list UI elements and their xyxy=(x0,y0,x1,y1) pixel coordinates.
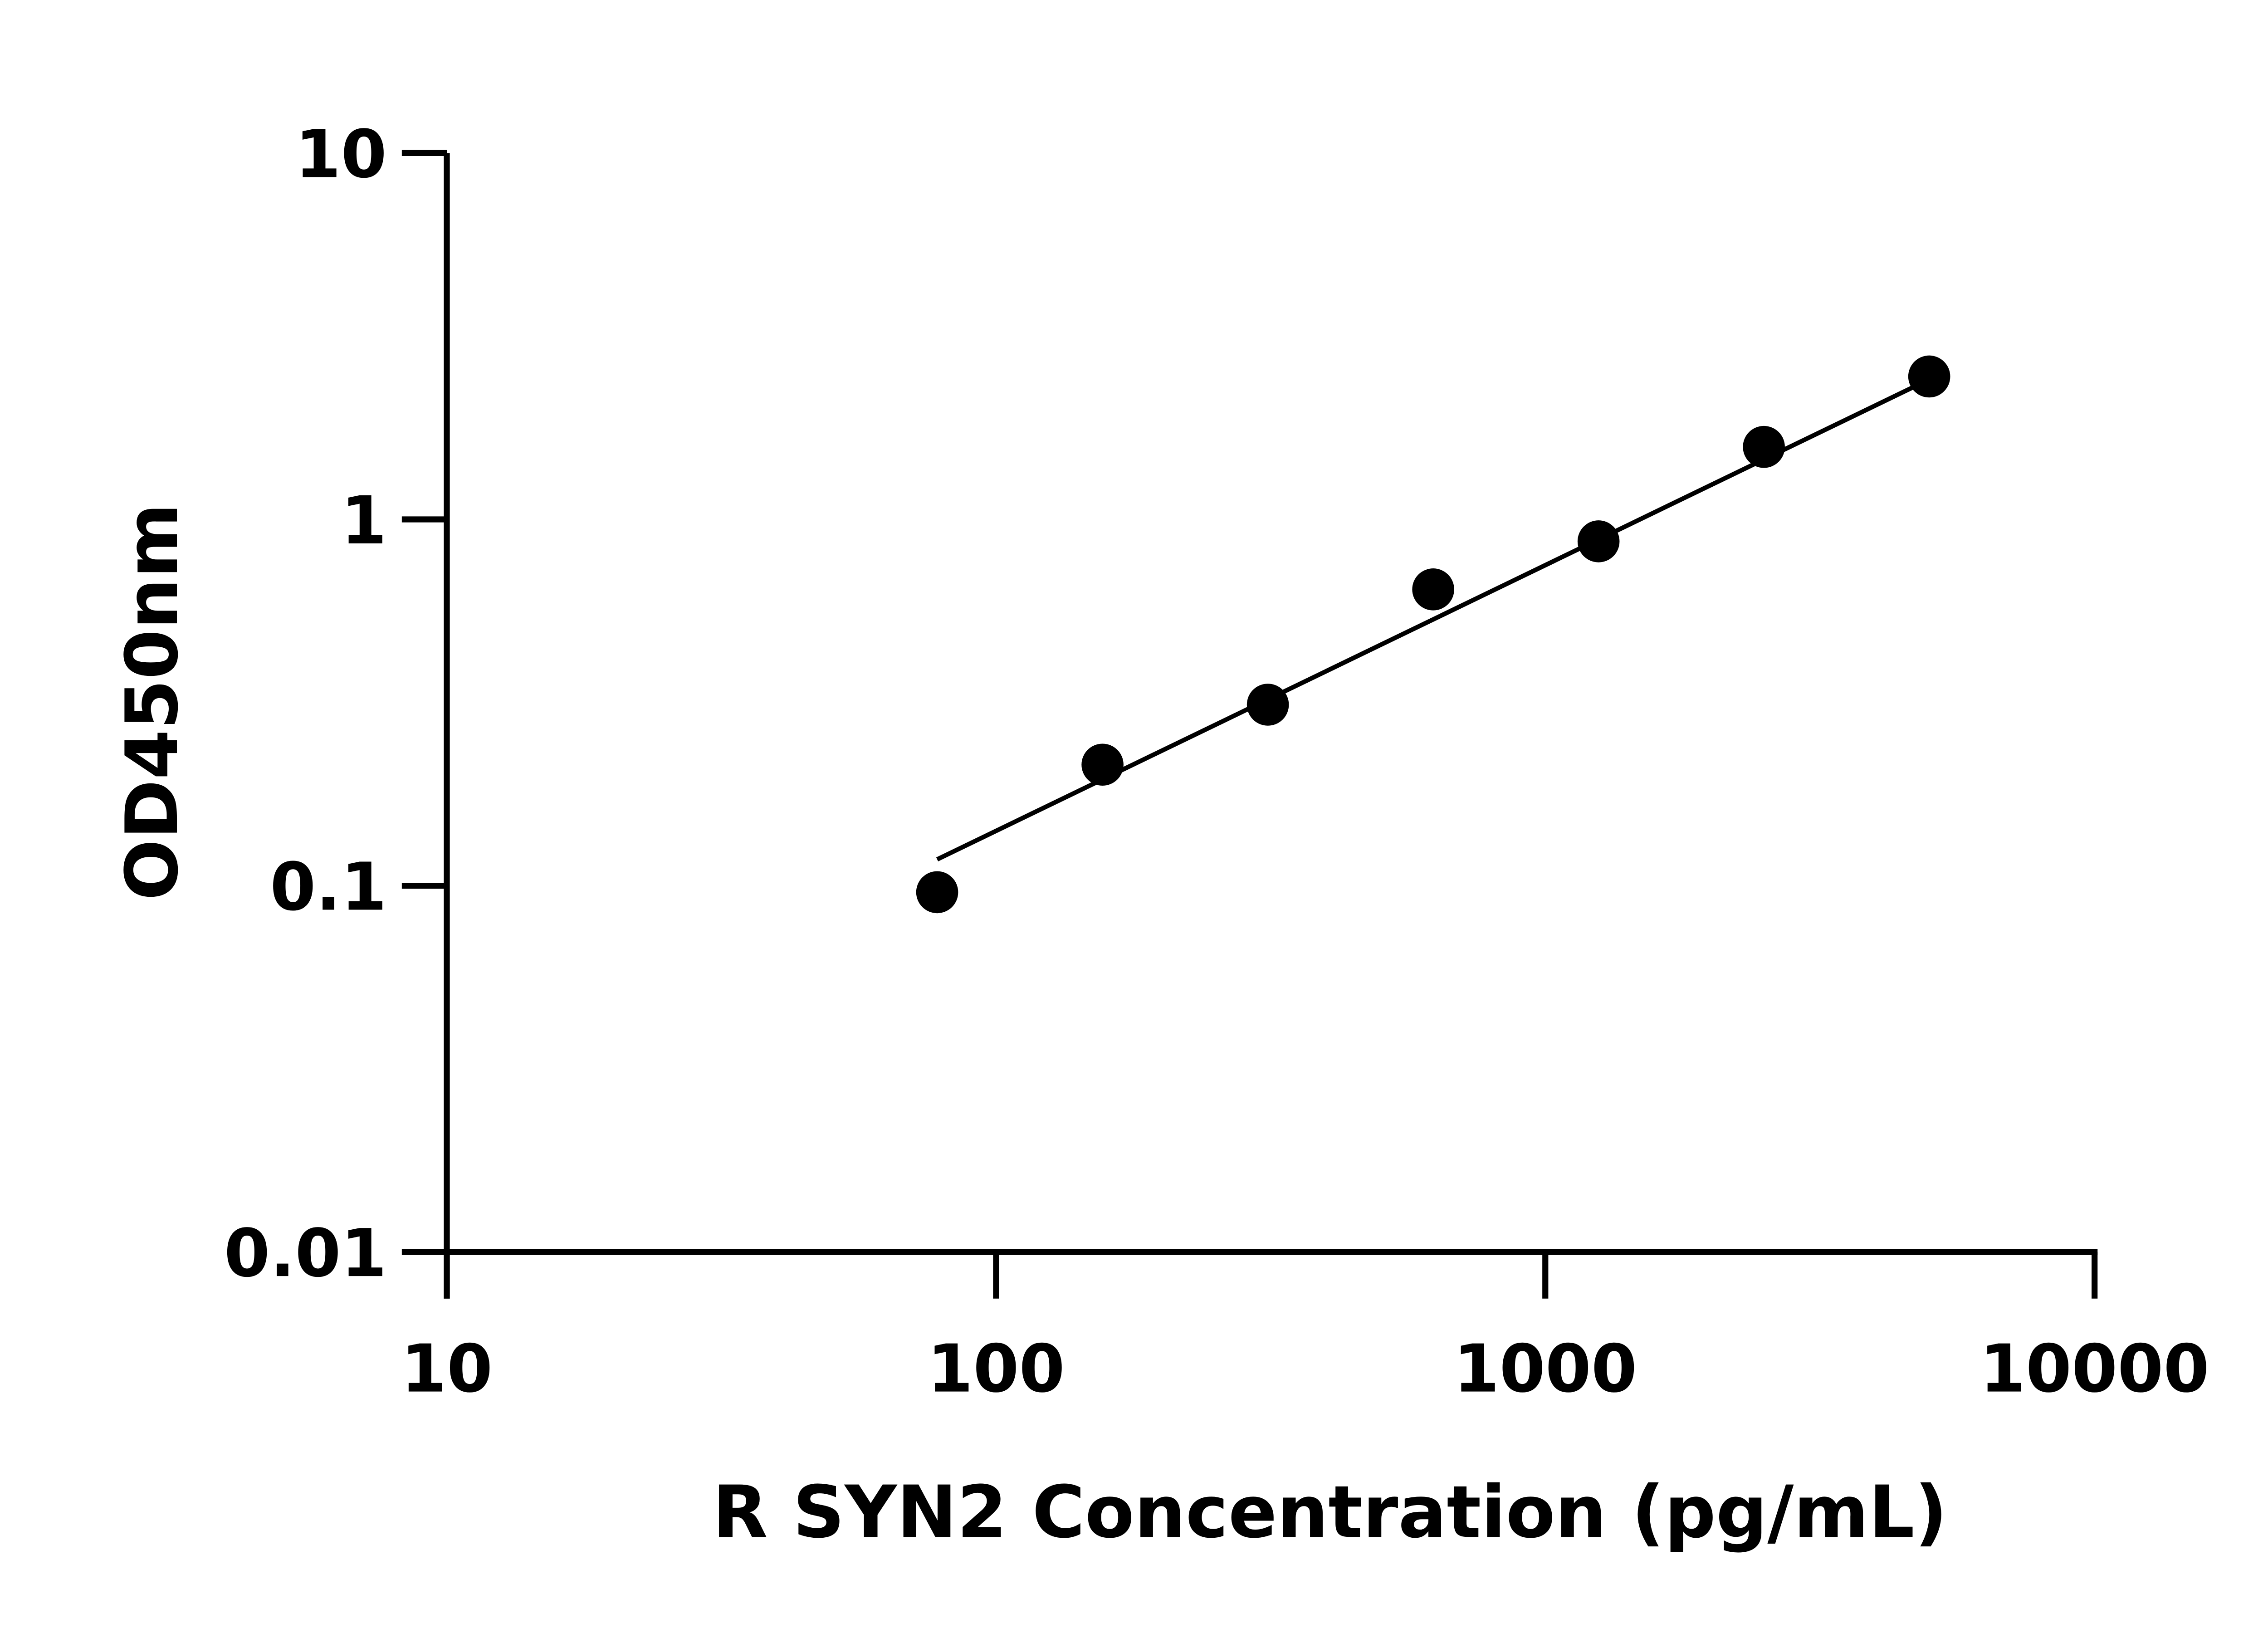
y-tick-label: 10 xyxy=(295,116,386,193)
y-axis-label: OD450nm xyxy=(111,503,194,900)
ticks: 10 100 1000 10000 0.01 0.1 1 10 xyxy=(224,116,2209,1407)
data-point xyxy=(1246,684,1289,726)
data-point xyxy=(1743,425,1785,468)
y-tick-label: 1 xyxy=(341,483,387,559)
data-point xyxy=(1908,355,1950,398)
x-tick-label: 100 xyxy=(927,1331,1065,1408)
x-tick-label: 10 xyxy=(401,1331,493,1408)
x-tick-label: 10000 xyxy=(1980,1331,2209,1408)
y-tick-label: 0.1 xyxy=(270,849,387,925)
data-point xyxy=(1412,568,1454,611)
data-point xyxy=(1577,520,1620,562)
data-point xyxy=(1081,743,1124,786)
data-points xyxy=(916,355,1950,914)
x-axis-label: R SYN2 Concentration (pg/mL) xyxy=(713,1471,1948,1554)
axes xyxy=(444,153,2098,1299)
y-tick-label: 0.01 xyxy=(224,1215,387,1292)
data-point xyxy=(916,871,958,914)
x-tick-label: 1000 xyxy=(1453,1331,1637,1408)
